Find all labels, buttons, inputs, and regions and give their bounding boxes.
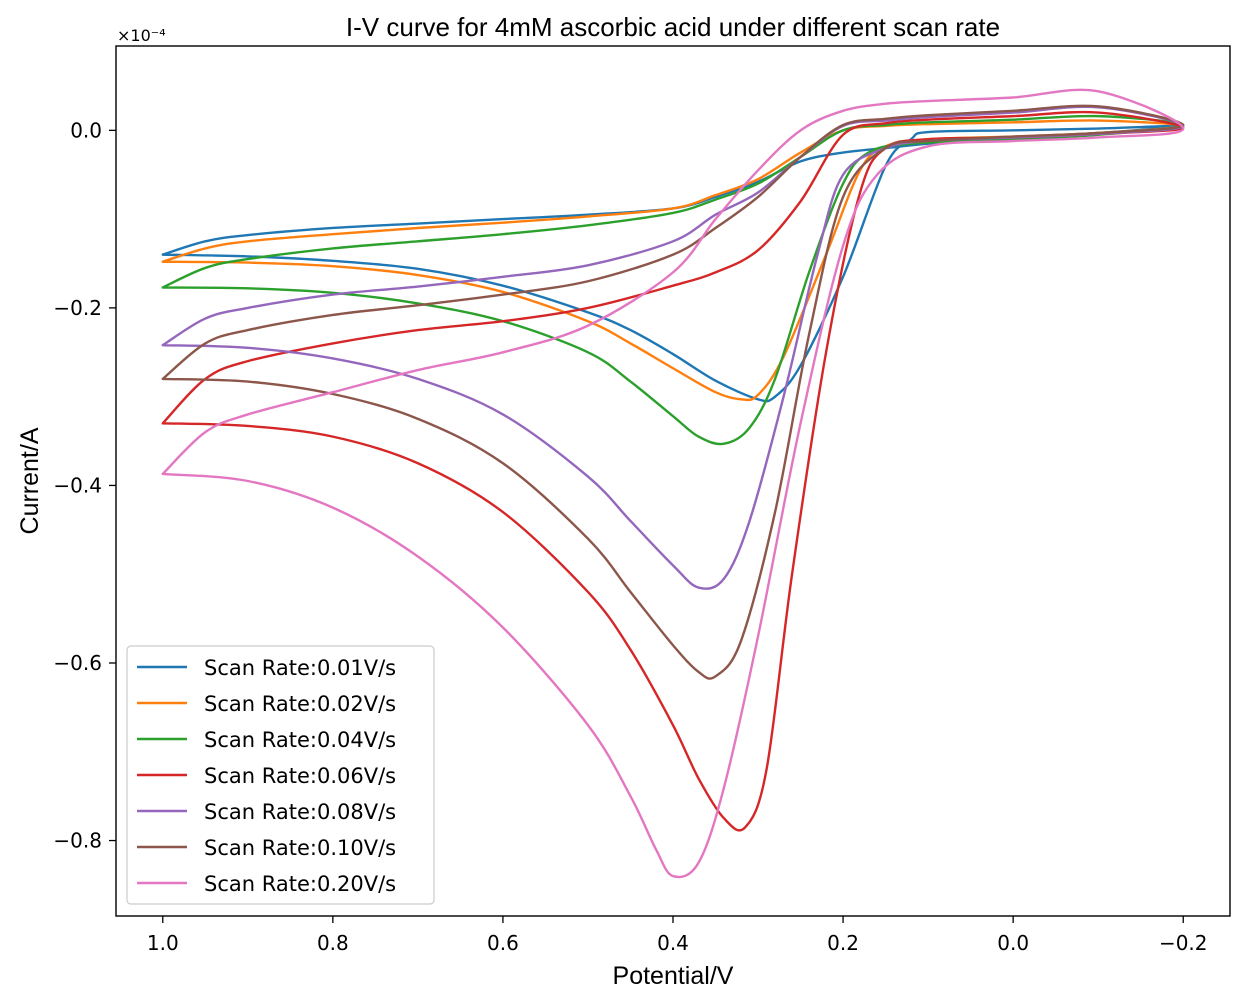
legend-item-7: Scan Rate:0.20V/s [137,872,396,896]
y-axis-label: Current/A [16,427,44,534]
chart-title: I-V curve for 4mM ascorbic acid under di… [346,12,1000,42]
legend-box [126,645,435,905]
legend-item-4: Scan Rate:0.06V/s [137,764,396,788]
legend-item-2: Scan Rate:0.02V/s [137,692,396,716]
legend-label: Scan Rate:0.20V/s [204,872,396,896]
series-path-3 [161,114,1185,446]
legend-item-3: Scan Rate:0.04V/s [137,728,396,752]
series-path-7 [161,88,1185,879]
legend-label: Scan Rate:0.08V/s [204,800,396,824]
x-tick-label: 0.4 [657,931,689,955]
series-path-1 [161,124,1185,403]
legend-item-1: Scan Rate:0.01V/s [137,656,396,680]
series-line-6 [161,104,1185,680]
series-line-3 [161,114,1185,446]
y-tick-label: 0.0 [70,118,102,142]
series-layer [161,88,1185,879]
x-tick-label: 0.0 [997,931,1029,955]
x-tick-label: 0.6 [487,931,519,955]
legend-label: Scan Rate:0.01V/s [204,656,396,680]
legend-label: Scan Rate:0.06V/s [204,764,396,788]
legend-item-6: Scan Rate:0.10V/s [137,836,396,860]
y-axis-ticks: 0.0 −0.2 −0.4 −0.6 −0.8 [53,118,116,853]
y-tick-label: −0.8 [53,829,102,853]
y-axis-offset-label: ×10⁻⁴ [117,26,166,45]
x-axis-ticks: 1.0 0.8 0.6 0.4 0.2 0.0 −0.2 [147,916,1208,955]
legend-label: Scan Rate:0.10V/s [204,836,396,860]
x-tick-label: −0.2 [1159,931,1208,955]
series-path-6 [161,104,1185,680]
x-tick-label: 1.0 [147,931,179,955]
y-tick-label: −0.4 [53,473,102,497]
x-tick-label: 0.2 [827,931,859,955]
y-tick-label: −0.2 [53,296,102,320]
legend-label: Scan Rate:0.04V/s [204,728,396,752]
series-line-1 [161,124,1185,403]
x-tick-label: 0.8 [317,931,349,955]
y-tick-label: −0.6 [53,651,102,675]
series-line-7 [161,88,1185,879]
legend-item-5: Scan Rate:0.08V/s [137,800,396,824]
legend-label: Scan Rate:0.02V/s [204,692,396,716]
x-axis-label: Potential/V [613,962,734,990]
legend: Scan Rate:0.01V/s Scan Rate:0.02V/s Scan R… [126,645,435,905]
